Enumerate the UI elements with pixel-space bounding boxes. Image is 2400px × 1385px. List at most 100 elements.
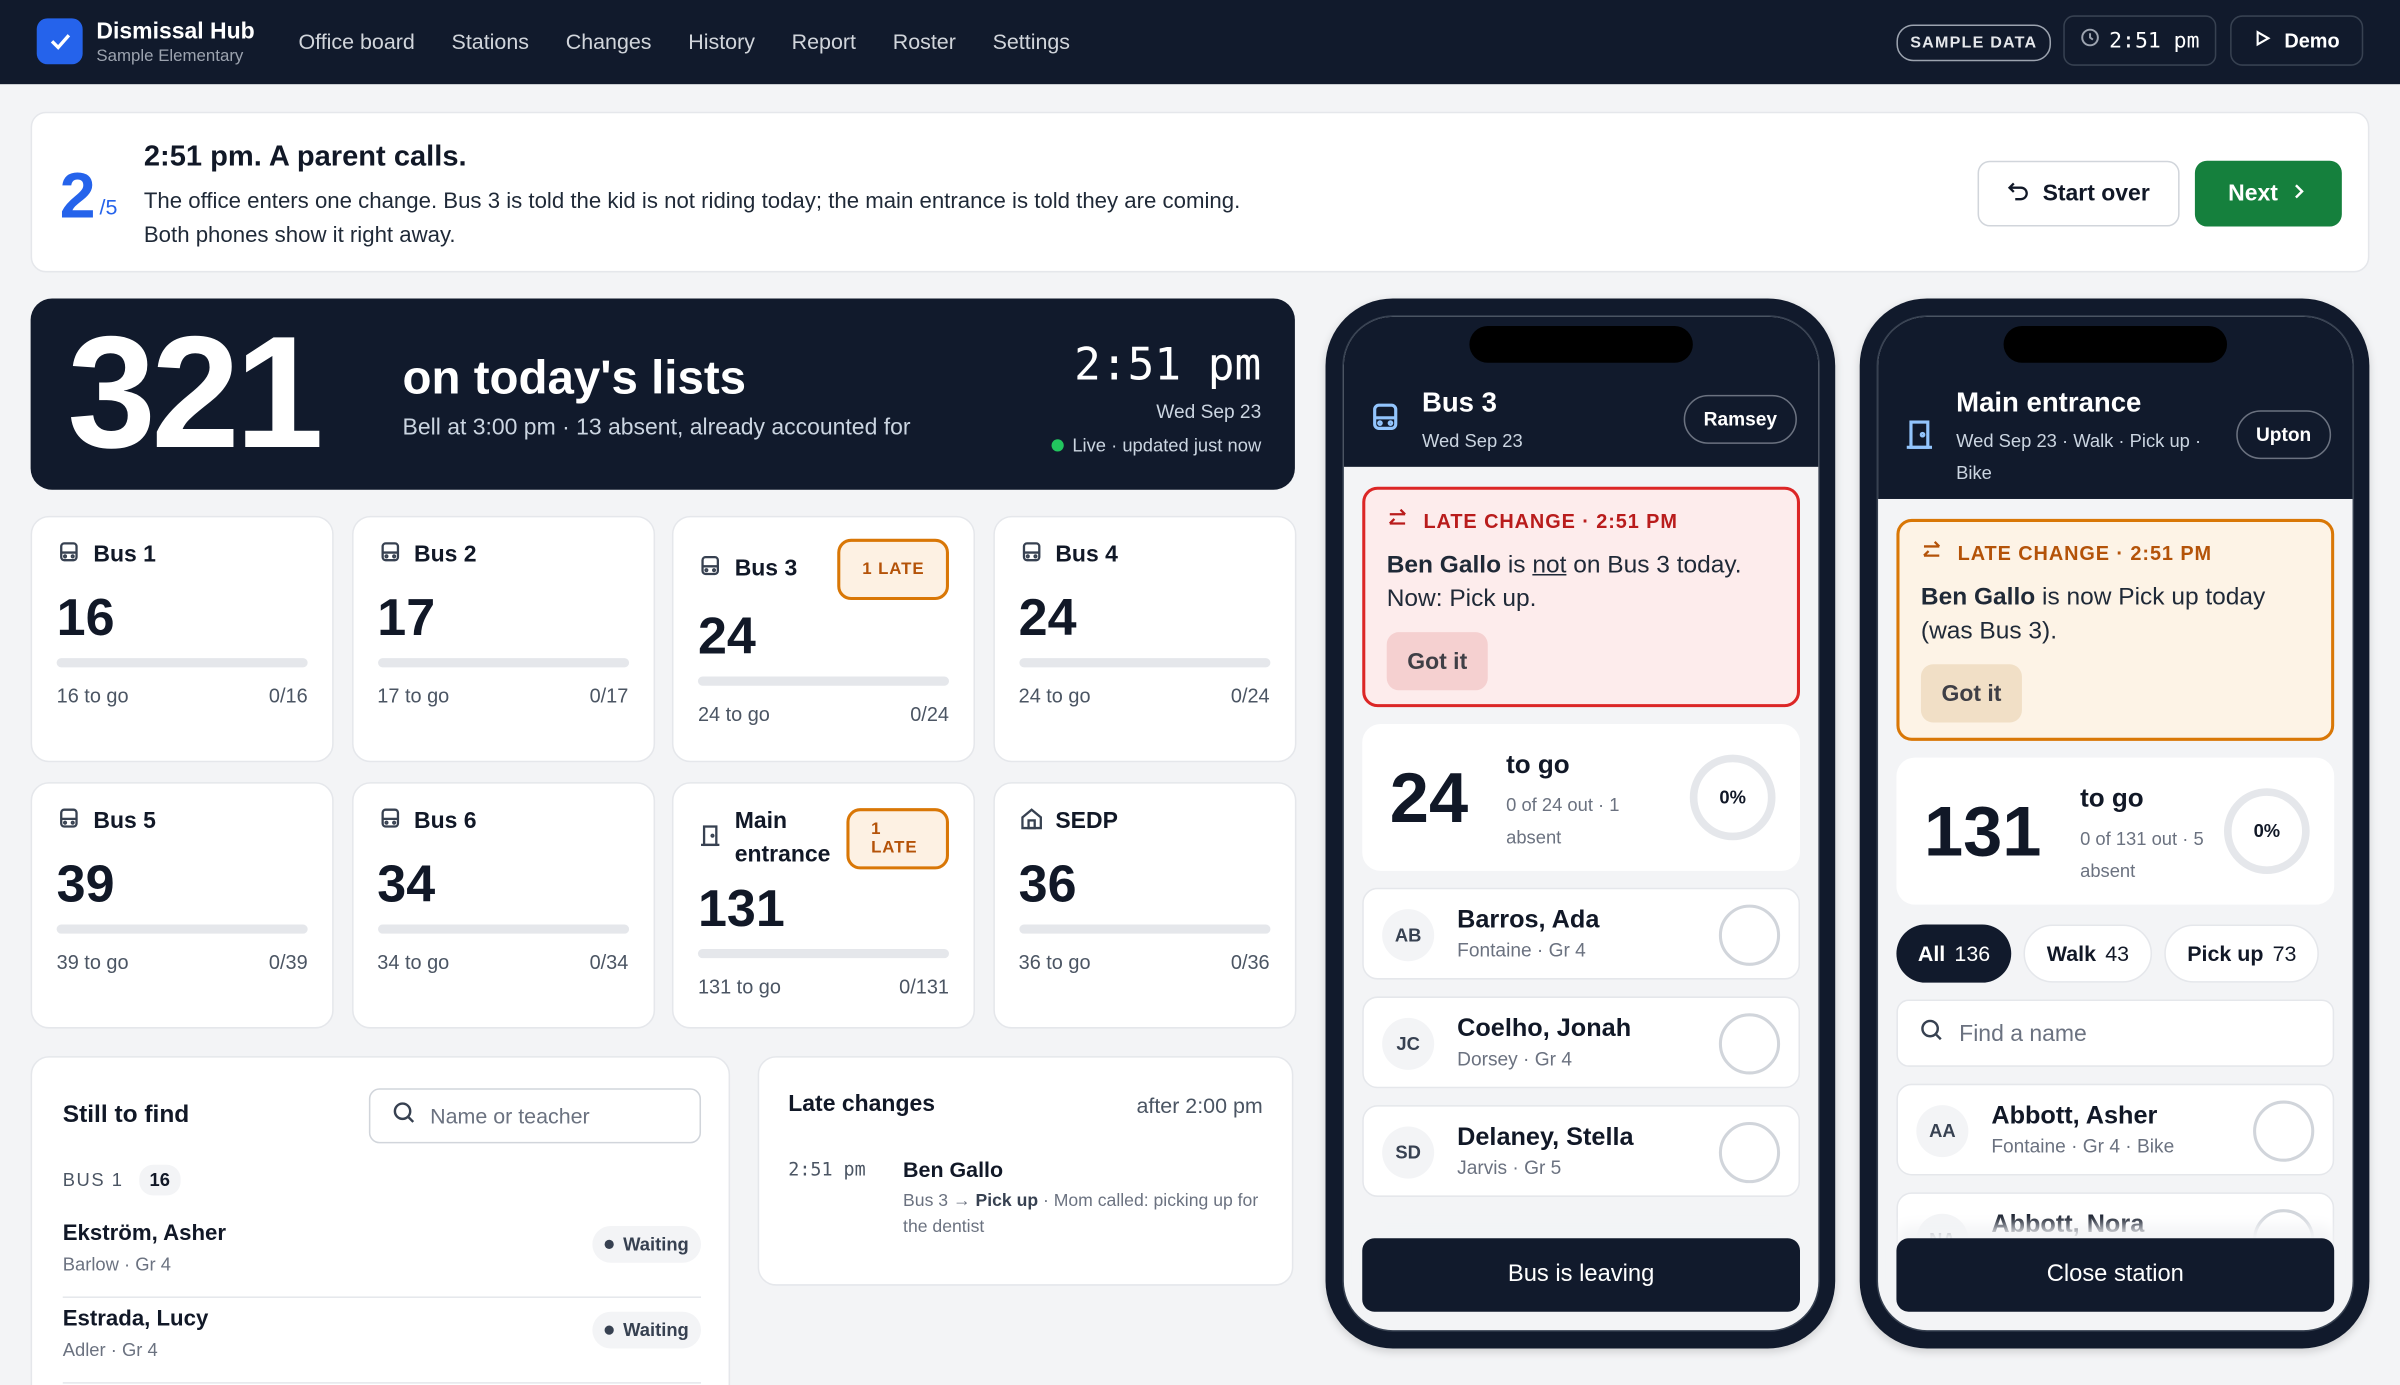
station-card[interactable]: Bus 5 39 39 to go 0/39 <box>30 782 334 1029</box>
initials: AB <box>1382 909 1435 962</box>
nav-link[interactable]: Roster <box>892 29 956 54</box>
live-text: Live · updated just now <box>1072 434 1262 457</box>
student-row[interactable]: Estrada, Lucy Adler · Gr 4 Waiting <box>62 1303 702 1384</box>
station-header: SEDP <box>1019 805 1270 839</box>
student-row[interactable]: SD Delaney, Stella Jarvis · Gr 5 <box>1362 1105 1800 1197</box>
icon-part <box>383 819 388 825</box>
station-name-wrap: Bus 2 <box>377 539 477 573</box>
phone: Bus 3 Wed Sep 23 Ramsey LATE CHANGE · 2:51 … <box>1325 298 1836 1349</box>
clock-time: 2:51 pm <box>2109 28 2200 53</box>
got-it-button[interactable]: Got it <box>1920 664 2022 723</box>
footer-button[interactable]: Bus is leaving <box>1362 1238 1800 1312</box>
icon-part <box>1020 807 1042 829</box>
station-card[interactable]: Bus 1 16 16 to go 0/16 <box>30 515 334 763</box>
section-title: Still to find <box>62 1102 190 1129</box>
group-label: BUS 1 16 <box>62 1164 181 1196</box>
brand: Dismissal Hub <box>96 18 255 45</box>
to-go: 17 to go <box>377 684 450 708</box>
icon-part <box>1373 403 1398 430</box>
station-count: 16 <box>56 589 115 648</box>
still-to-find: Still to find Name or teacher BUS 1 16 Ekstr… <box>30 1056 731 1385</box>
hero: 321 on today's lists Bell at 3:00 pm · 13 … <box>30 298 1295 490</box>
phone-sub: Wed Sep 23 · Walk · Pick up · Bike <box>1956 430 2202 484</box>
group-name: BUS 1 <box>62 1169 124 1191</box>
person-pill[interactable]: Upton <box>2236 410 2332 460</box>
count-card: 131 to go 0 of 131 out · 5 absent 0% <box>1896 757 2335 905</box>
student-name: Ekström, Asher <box>62 1221 226 1246</box>
station-header: Bus 3 1 LATE <box>698 538 949 600</box>
icon-part <box>391 819 396 825</box>
footer-button[interactable]: Close station <box>1896 1238 2335 1312</box>
station-card[interactable]: Bus 2 17 17 to go 0/17 <box>351 515 655 763</box>
nav-link[interactable]: Changes <box>565 29 652 54</box>
filter-label: Walk <box>2046 941 2097 966</box>
chevron <box>2290 181 2308 207</box>
filter-count: 43 <box>2105 941 2130 966</box>
student-row[interactable]: AB Barros, Ada Fontaine · Gr 4 <box>1362 887 1800 980</box>
student-detail: Dorsey · Gr 4 <box>1457 1048 1572 1070</box>
station-footer: 24 to go 0/24 <box>1019 684 1270 707</box>
late-badge: 1 LATE <box>837 538 949 600</box>
student-detail: Fontaine · Gr 4 <box>1457 939 1586 962</box>
filter-chip[interactable]: All 136 <box>1896 924 2012 983</box>
out-count: 0/17 <box>589 684 629 708</box>
station-card[interactable]: Bus 4 24 24 to go 0/24 <box>992 515 1296 763</box>
to-go: 131 to go <box>697 974 781 998</box>
icon-part <box>1921 1018 1942 1040</box>
station-icon <box>698 823 722 855</box>
student-row[interactable]: AA Abbott, Asher Fontaine · Gr 4 · Bike <box>1896 1083 2335 1176</box>
progress-track <box>377 924 629 934</box>
nav-link[interactable]: Report <box>791 29 856 54</box>
demo-button[interactable]: Demo <box>2230 15 2364 66</box>
alert-heading-text: LATE CHANGE · 2:51 PM <box>1423 509 1678 533</box>
to-go: 24 to go <box>697 702 770 726</box>
icon-part <box>1024 553 1030 558</box>
icon-part <box>50 34 71 50</box>
nav-link[interactable]: Settings <box>992 29 1071 54</box>
step-card: 2/5 2:51 pm. A parent calls. The office en… <box>30 111 2370 273</box>
icon-part <box>50 34 71 50</box>
hero-count: 321 <box>67 304 323 483</box>
station-card[interactable]: SEDP 36 36 to go 0/36 <box>992 782 1296 1029</box>
person-pill[interactable]: Ramsey <box>1683 394 1797 444</box>
filter-count: 73 <box>2272 941 2297 966</box>
hero-label: on today's lists <box>402 350 747 405</box>
station-footer: 24 to go 0/24 <box>698 703 949 726</box>
icon-part <box>62 819 68 825</box>
progress-ring: 0% <box>1689 754 1776 841</box>
station-card[interactable]: Bus 6 34 34 to go 0/34 <box>351 782 655 1029</box>
phone-title: Main entrance <box>1956 387 2142 418</box>
got-it-button[interactable]: Got it <box>1386 632 1488 691</box>
nav-link[interactable]: Stations <box>451 29 529 54</box>
alert-heading: LATE CHANGE · 2:51 PM <box>1921 540 2310 566</box>
nav-link[interactable]: History <box>688 29 755 54</box>
nav-link[interactable]: Office board <box>298 29 415 54</box>
icon-part <box>1923 550 1940 557</box>
filter-chip[interactable]: Walk 43 <box>2023 924 2153 983</box>
filter-chip[interactable]: Pick up 73 <box>2164 924 2320 983</box>
station-card[interactable]: Main entrance 1 LATE 131 131 to go 0/131 <box>671 782 975 1029</box>
next-label: Next <box>2228 180 2278 207</box>
since: after 2:00 pm <box>1136 1092 1263 1118</box>
icon-part <box>704 567 709 572</box>
student-row[interactable]: JC Coelho, Jonah Dorsey · Gr 4 <box>1362 996 1800 1089</box>
student-detail: Fontaine · Gr 4 · Bike <box>1991 1135 2175 1158</box>
next-button[interactable]: Next <box>2194 160 2342 227</box>
count-label: to go <box>1506 749 1570 780</box>
icon-part <box>701 824 720 846</box>
icon-part <box>70 553 75 558</box>
station-name: Main entrance <box>734 808 831 868</box>
search-box[interactable]: Name or teacher <box>368 1088 702 1144</box>
icon-part <box>391 553 396 558</box>
student-row[interactable]: Ekström, Asher Barlow · Gr 4 Waiting <box>62 1217 702 1298</box>
out-count: 0/34 <box>589 950 629 974</box>
search-box[interactable]: Find a name <box>1896 999 2335 1067</box>
station-card[interactable]: Bus 3 1 LATE 24 24 to go 0/24 <box>671 515 975 763</box>
start-over-button[interactable]: Start over <box>1977 160 2180 227</box>
icon-part <box>2295 184 2305 199</box>
station-name: SEDP <box>1055 808 1118 835</box>
search-icon <box>392 1100 416 1132</box>
student-name: Abbott, Nora <box>1991 1210 2145 1239</box>
progress-track <box>697 948 949 959</box>
